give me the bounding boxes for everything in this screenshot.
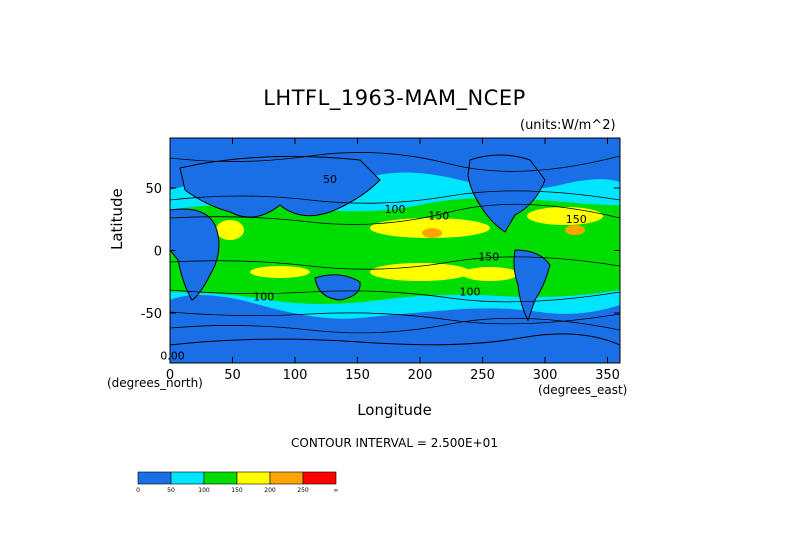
colorbar-label: ∞ bbox=[334, 487, 339, 494]
y-tick-label: 50 bbox=[145, 182, 162, 197]
y-units-label: (degrees_east) bbox=[538, 383, 628, 397]
colorbar-label: 50 bbox=[167, 487, 175, 494]
contour-label: 50 bbox=[323, 173, 337, 186]
field-patch-orange bbox=[422, 228, 442, 238]
field-patch-orange bbox=[565, 225, 585, 235]
land-antarctica bbox=[170, 333, 620, 363]
contour-label: 100 bbox=[385, 203, 406, 216]
x-tick-label: 300 bbox=[533, 368, 558, 383]
y-tick-label: 0 bbox=[154, 245, 162, 260]
plot-area bbox=[170, 138, 620, 363]
x-tick-label: 350 bbox=[595, 368, 620, 383]
x-units-label: (degrees_north) bbox=[107, 376, 203, 390]
colorbar-label: 250 bbox=[297, 487, 309, 494]
colorbar-swatch bbox=[302, 471, 337, 485]
x-tick-label: 150 bbox=[345, 368, 370, 383]
field-patch-yellow bbox=[370, 218, 490, 238]
field-patch-yellow bbox=[216, 220, 244, 240]
land-australia bbox=[314, 274, 361, 301]
contour-label: 100 bbox=[253, 291, 274, 304]
axis-ticks: 0 50 100 150 200 250 300 350 -50 0 50 bbox=[141, 138, 620, 383]
contour-label: 0.00 bbox=[160, 349, 185, 362]
contour-line bbox=[170, 289, 620, 303]
field-patch-yellow bbox=[250, 266, 310, 278]
colorbar-swatch bbox=[137, 471, 172, 485]
field-patch-yellow bbox=[370, 263, 470, 281]
colorbar-label: 0 bbox=[136, 487, 140, 494]
x-tick-label: 250 bbox=[470, 368, 495, 383]
units-label: (units:W/m^2) bbox=[520, 118, 616, 133]
colorbar-label: 200 bbox=[264, 487, 276, 494]
field-patch-yellow bbox=[462, 267, 518, 281]
contour-line bbox=[170, 190, 620, 204]
x-axis-label: Longitude bbox=[357, 401, 432, 419]
colorbar-label: 150 bbox=[231, 487, 243, 494]
contour-line bbox=[170, 152, 620, 172]
colorbar-swatch bbox=[203, 471, 238, 485]
x-tick-label: 0 bbox=[166, 368, 174, 383]
colorbar-swatch bbox=[236, 471, 271, 485]
colorbar: 0 50 100 150 200 250 ∞ bbox=[136, 471, 339, 494]
contour-line bbox=[170, 311, 620, 325]
contour-interval-text: CONTOUR INTERVAL = 2.500E+01 bbox=[291, 436, 498, 450]
contour-label: 150 bbox=[478, 251, 499, 264]
land-north-america bbox=[467, 154, 546, 233]
contour-labels: 50 100 150 150 150 100 100 0.00 bbox=[160, 173, 587, 362]
contour-line bbox=[170, 256, 620, 270]
x-tick-label: 200 bbox=[408, 368, 433, 383]
y-tick-label: -50 bbox=[141, 307, 162, 322]
contour-label: 150 bbox=[566, 213, 587, 226]
colorbar-label: 100 bbox=[198, 487, 210, 494]
contour-line bbox=[170, 203, 620, 225]
colorbar-swatch bbox=[170, 471, 205, 485]
chart-title: LHTFL_1963-MAM_NCEP bbox=[263, 86, 526, 110]
x-tick-label: 50 bbox=[224, 368, 241, 383]
x-tick-label: 100 bbox=[283, 368, 308, 383]
contour-label: 100 bbox=[460, 286, 481, 299]
contour-label: 150 bbox=[428, 209, 449, 222]
field-patch-yellow bbox=[527, 207, 603, 225]
contour-line bbox=[170, 317, 620, 334]
colorbar-swatch bbox=[269, 471, 304, 485]
